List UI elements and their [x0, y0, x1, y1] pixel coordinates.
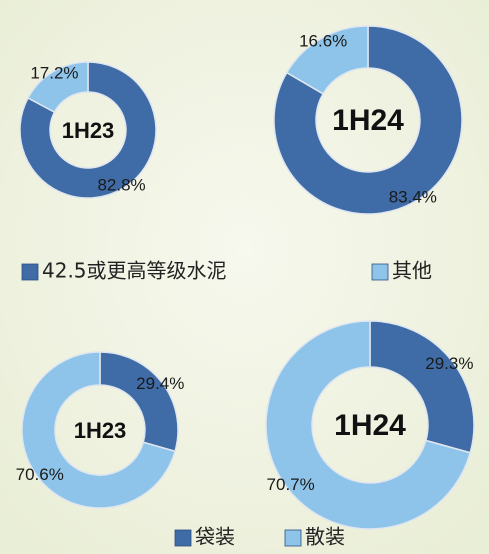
donut-slice	[26, 61, 89, 114]
legend-label: 42.5或更高等级水泥	[42, 259, 227, 283]
donut-slice	[273, 25, 463, 215]
legend-swatch	[284, 529, 302, 547]
legend-label: 其他	[392, 259, 432, 283]
legend-swatch	[174, 529, 192, 547]
center-label: 1H23	[74, 418, 127, 443]
donut-slice	[99, 351, 179, 453]
center-label: 1H24	[332, 104, 404, 137]
donut-slice	[285, 25, 369, 95]
donut-slice	[21, 351, 176, 509]
value-label: 70.7%	[267, 475, 315, 494]
center-label: 1H23	[62, 118, 115, 143]
legend-label: 散装	[305, 525, 345, 549]
value-label: 17.2%	[30, 64, 78, 83]
donut-slice	[265, 320, 472, 530]
value-label: 29.3%	[425, 354, 473, 373]
legend-swatch	[21, 263, 39, 281]
donut-slice	[19, 61, 157, 199]
value-label: 82.8%	[97, 175, 145, 194]
legend-label: 袋装	[195, 525, 235, 549]
legend-swatch	[371, 263, 389, 281]
center-label: 1H24	[334, 409, 406, 442]
value-label: 16.6%	[299, 32, 347, 51]
value-label: 70.6%	[16, 465, 64, 484]
donut-slice	[369, 320, 475, 454]
value-label: 29.4%	[136, 374, 184, 393]
value-label: 83.4%	[389, 187, 437, 206]
